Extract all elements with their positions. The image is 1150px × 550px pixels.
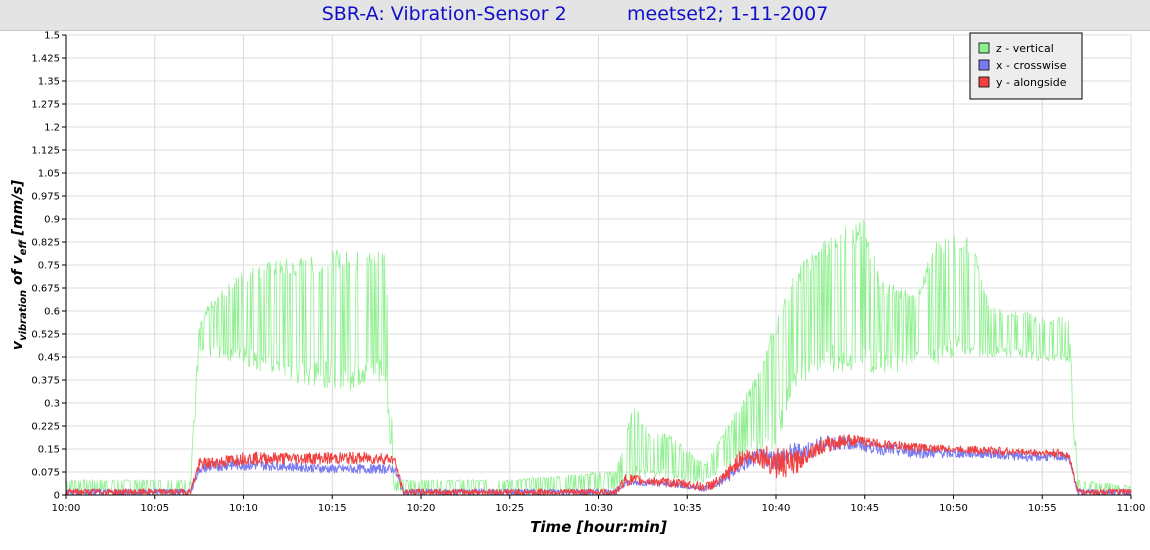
- x-tick-label: 10:45: [850, 503, 879, 514]
- x-axis-ticks: 10:00 10:05 10:10 10:15 10:20 10:25 10:30 10:35…: [52, 495, 1146, 514]
- legend-swatch: [978, 42, 990, 54]
- series-group: [65, 219, 1132, 496]
- y-tick-label: 0.375: [31, 376, 60, 387]
- y-tick-label: 0.3: [44, 399, 60, 410]
- legend: z - vertical x - crosswise y - alongside: [969, 32, 1083, 100]
- grid: [65, 34, 1132, 496]
- x-axis-label: Time [hour:min]: [530, 518, 667, 536]
- y-tick-label: 0.975: [31, 192, 60, 203]
- ylabel-part: of v: [10, 254, 26, 289]
- y-tick-label: 0.6: [44, 307, 60, 318]
- series-line: [65, 219, 1132, 493]
- x-tick-label: 10:35: [673, 503, 702, 514]
- y-tick-label: 1.35: [38, 77, 60, 88]
- y-tick-label: 0.45: [38, 353, 60, 364]
- x-tick-label: 10:10: [229, 503, 258, 514]
- legend-swatch: [978, 76, 990, 88]
- legend-label: z - vertical: [996, 42, 1054, 55]
- x-tick-label: 11:00: [1117, 503, 1146, 514]
- x-tick-label: 10:55: [1028, 503, 1057, 514]
- legend-swatch: [978, 59, 990, 71]
- y-tick-label: 1.125: [31, 146, 60, 157]
- legend-label: y - alongside: [996, 76, 1067, 89]
- ylabel-sub: eff: [18, 239, 29, 256]
- y-tick-label: 0.825: [31, 238, 60, 249]
- x-tick-label: 10:50: [939, 503, 968, 514]
- x-tick-label: 10:15: [318, 503, 347, 514]
- y-tick-label: 0.525: [31, 330, 60, 341]
- ylabel-sub: vibration: [18, 290, 29, 341]
- legend-label: x - crosswise: [996, 59, 1067, 72]
- x-tick-label: 10:05: [140, 503, 169, 514]
- y-tick-label: 0.075: [31, 468, 60, 479]
- chart-title: SBR-A: Vibration-Sensor 2 meetset2; 1-11…: [321, 3, 829, 25]
- y-tick-label: 0.15: [38, 445, 60, 456]
- y-tick-label: 0: [54, 491, 60, 502]
- ylabel-part: v: [10, 340, 26, 350]
- y-tick-label: 1.425: [31, 54, 60, 65]
- x-tick-label: 10:25: [495, 503, 524, 514]
- y-axis-ticks: 0 0.075 0.15 0.225 0.3 0.375 0.45 0.525 0.6 0.675…: [31, 31, 66, 502]
- ylabel-part: [mm/s]: [10, 179, 26, 240]
- x-tick-label: 10:40: [762, 503, 791, 514]
- y-tick-label: 1.5: [44, 31, 60, 42]
- y-tick-label: 0.75: [38, 261, 60, 272]
- y-tick-label: 0.9: [44, 215, 60, 226]
- title-bar: SBR-A: Vibration-Sensor 2 meetset2; 1-11…: [0, 0, 1150, 31]
- y-tick-label: 1.05: [38, 169, 60, 180]
- x-tick-label: 10:20: [407, 503, 436, 514]
- x-tick-label: 10:30: [584, 503, 613, 514]
- series-line: [65, 434, 1132, 496]
- y-tick-label: 1.275: [31, 100, 60, 111]
- x-tick-label: 10:00: [52, 503, 81, 514]
- y-axis-label: vvibration of veff [mm/s]: [10, 179, 29, 350]
- y-tick-label: 0.225: [31, 422, 60, 433]
- y-tick-label: 1.2: [44, 123, 60, 134]
- y-tick-label: 0.675: [31, 284, 60, 295]
